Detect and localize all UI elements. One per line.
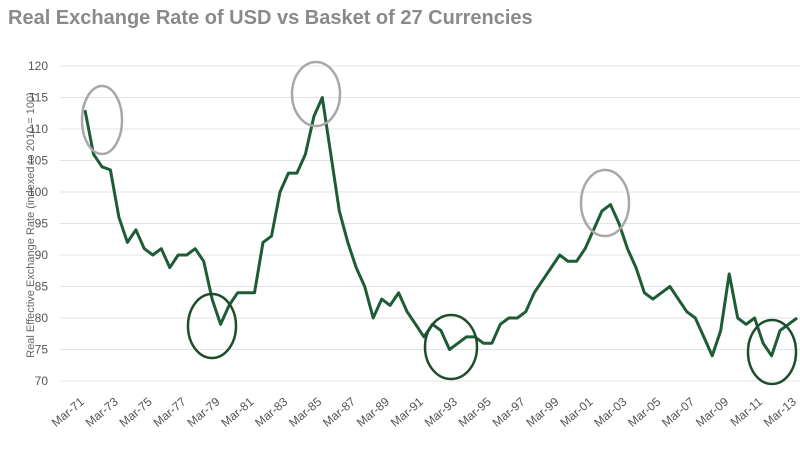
x-tick-label: Mar-79 (184, 394, 222, 429)
annotations (80, 60, 798, 386)
x-tick-label: Mar-13 (761, 394, 799, 429)
x-tick-label: Mar-75 (117, 394, 155, 429)
x-tick-label: Mar-05 (625, 394, 663, 429)
chart-title: Real Exchange Rate of USD vs Basket of 2… (8, 7, 533, 29)
x-tick-label: Mar-97 (490, 394, 528, 429)
x-tick-label: Mar-83 (252, 394, 290, 429)
x-tick-label: Mar-07 (659, 394, 697, 429)
x-tick-label: Mar-91 (388, 394, 426, 429)
x-tick-label: Mar-71 (49, 394, 87, 429)
y-tick-label: 100 (28, 185, 48, 199)
y-axis-label: Real Effective Exchange Rate (indexed to… (25, 92, 37, 358)
x-tick-label: Mar-85 (286, 394, 324, 429)
x-tick-label: Mar-87 (320, 394, 358, 429)
x-tick-label: Mar-95 (456, 394, 494, 429)
y-tick-label: 85 (35, 280, 49, 294)
peak-circle (80, 84, 124, 156)
x-tick-label: Mar-11 (728, 394, 766, 429)
y-tick-label: 80 (35, 311, 49, 325)
x-tick-label: Mar-03 (591, 394, 629, 429)
x-tick-label: Mar-73 (83, 394, 121, 429)
data-line (83, 96, 798, 358)
y-tick-label: 75 (35, 343, 49, 357)
y-tick-label: 70 (35, 374, 49, 388)
trough-circle (186, 292, 238, 360)
y-tick-label: 115 (29, 91, 48, 105)
y-tick-label: 105 (28, 154, 48, 168)
x-tick-label: Mar-99 (523, 394, 561, 429)
y-tick-label: 110 (29, 122, 48, 136)
peak-circle (579, 168, 631, 238)
y-tick-label: 120 (28, 59, 48, 73)
y-tick-label: 90 (35, 248, 49, 262)
x-tick-label: Mar-01 (557, 394, 595, 429)
x-tick-label: Mar-77 (151, 394, 189, 429)
x-tick-label: Mar-81 (218, 394, 256, 429)
trough-circle (746, 318, 798, 386)
x-tick-label: Mar-89 (354, 394, 392, 429)
y-tick-label: 95 (35, 217, 49, 231)
x-tick-label: Mar-09 (693, 394, 731, 429)
peak-circle (290, 60, 342, 128)
trough-circle (423, 313, 479, 381)
x-tick-label: Mar-93 (422, 394, 460, 429)
